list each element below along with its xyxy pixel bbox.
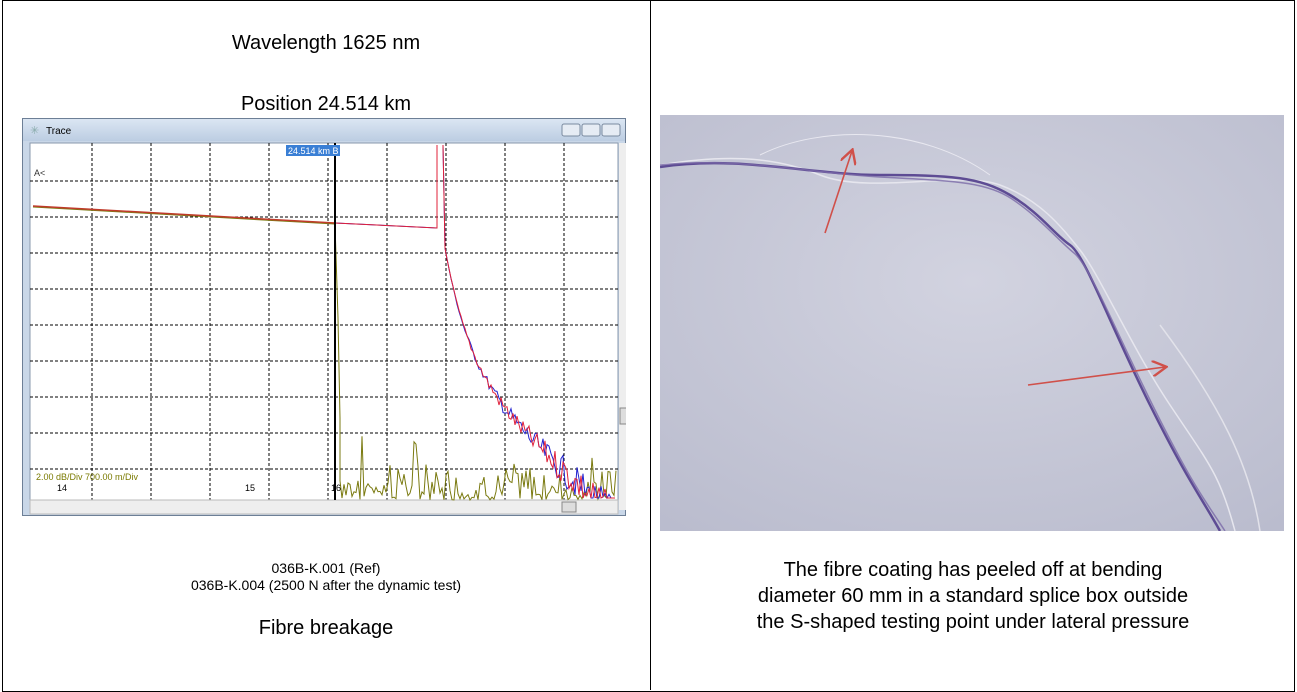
caption-line: 036B-K.001 (Ref) (271, 560, 381, 576)
x-label: 15 (245, 483, 255, 493)
caption-line: diameter 60 mm in a standard splice box … (757, 585, 1189, 607)
trace-line (32, 205, 336, 224)
cell-divider (650, 0, 651, 690)
caption-line: 036B-K.004 (2500 N after the dynamic tes… (190, 577, 462, 593)
result: Fibre breakage (258, 617, 394, 639)
wavelength: Wavelength 1625 nm (231, 32, 421, 54)
position: Position 24.514 km (240, 93, 412, 115)
cursor-label: 24.514 km B (288, 146, 339, 156)
caption-line: The fibre coating has peeled off at bend… (783, 559, 1163, 581)
window-title: Trace (46, 126, 72, 137)
x-label: 16 (331, 483, 341, 493)
scale-label: 2.00 dB/Div 700.00 m/Div (36, 472, 139, 482)
marker-label: A< (34, 168, 45, 178)
caption-line: the S-shaped testing point under lateral… (756, 611, 1190, 633)
x-label: 14 (57, 483, 67, 493)
trace-window: Trace ✳ 24.514 km B A< 2.00 dB/Div 700.0… (22, 118, 626, 516)
svg-text:✳: ✳ (30, 125, 39, 137)
trace-line (334, 144, 615, 499)
trace-line (32, 206, 617, 502)
photo (660, 115, 1284, 531)
